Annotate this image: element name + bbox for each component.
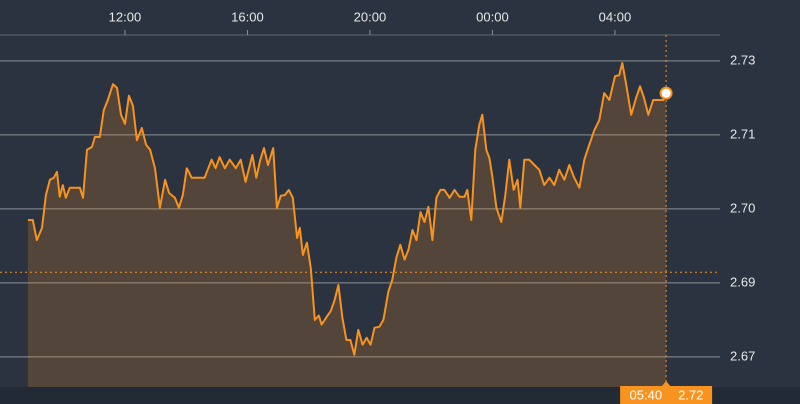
cursor-time: 05:40 [630,387,663,402]
last-point [659,86,673,100]
cursor-label-box [620,386,713,404]
y-tick-label: 2.69 [730,274,755,289]
y-tick-label: 2.70 [730,200,755,215]
x-tick-label: 16:00 [231,9,264,24]
y-tick-label: 2.71 [730,126,755,141]
x-tick-label: 12:00 [109,9,142,24]
line [27,62,668,356]
y-tick-label: 2.67 [730,348,755,363]
x-tick-label: 20:00 [354,9,387,24]
cursor-pointer [661,381,672,387]
cursor-value: 2.72 [678,387,703,402]
x-tick-label: 00:00 [476,9,509,24]
bottom-band [0,387,800,404]
y-tick-label: 2.73 [730,52,755,67]
area [27,63,667,387]
x-tick-label: 04:00 [599,9,632,24]
